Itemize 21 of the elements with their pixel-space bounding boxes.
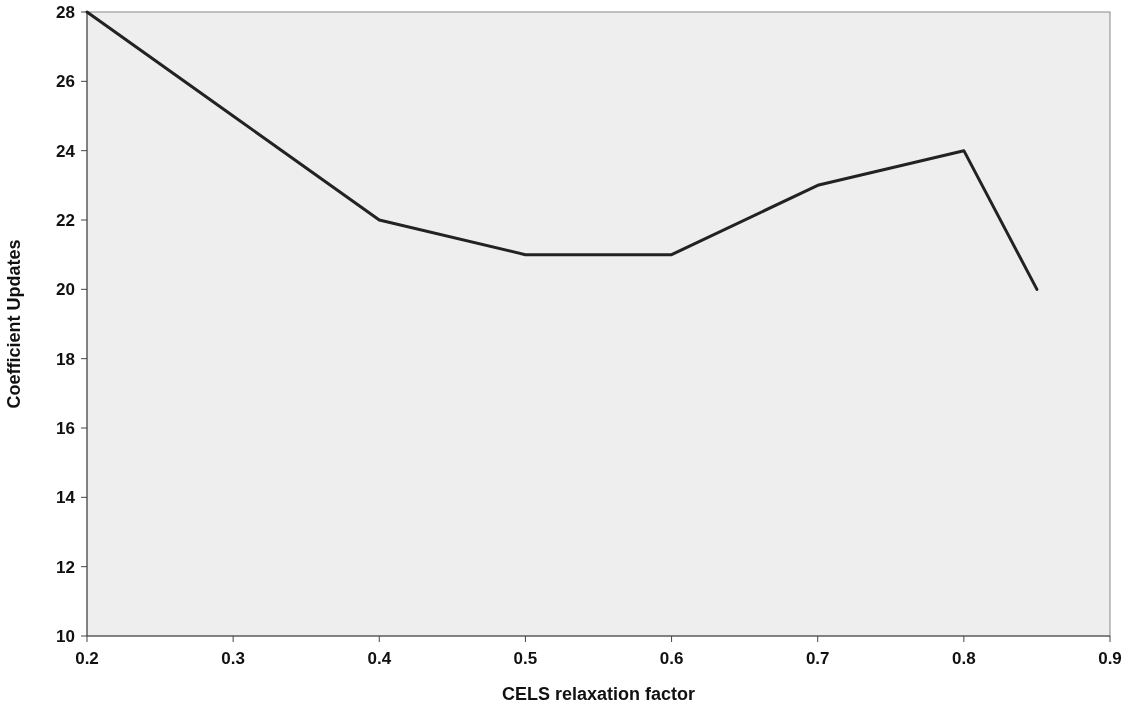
y-tick-label: 14 xyxy=(56,488,76,508)
y-tick-label: 16 xyxy=(56,418,75,438)
y-tick-label: 10 xyxy=(56,626,75,646)
y-tick-label: 12 xyxy=(56,557,75,577)
y-tick-label: 18 xyxy=(56,349,75,369)
y-axis-title: Coefficient Updates xyxy=(4,239,24,409)
x-tick-label: 0.8 xyxy=(952,649,976,668)
x-tick-label: 0.9 xyxy=(1098,649,1122,668)
y-tick-label: 26 xyxy=(56,72,75,92)
x-tick-label: 0.5 xyxy=(513,649,538,668)
y-tick-label: 20 xyxy=(56,280,75,300)
x-tick-label: 0.2 xyxy=(75,649,99,668)
x-axis-title: CELS relaxation factor xyxy=(501,684,696,704)
y-tick-label: 22 xyxy=(56,210,75,230)
y-tick-label: 24 xyxy=(56,141,76,161)
line-series xyxy=(85,10,1039,291)
y-tick-label: 28 xyxy=(56,2,75,22)
x-tick-label: 0.6 xyxy=(659,649,684,668)
x-tick-label: 0.3 xyxy=(221,649,245,668)
x-tick-label: 0.4 xyxy=(367,649,392,668)
x-tick-label: 0.7 xyxy=(805,649,830,668)
